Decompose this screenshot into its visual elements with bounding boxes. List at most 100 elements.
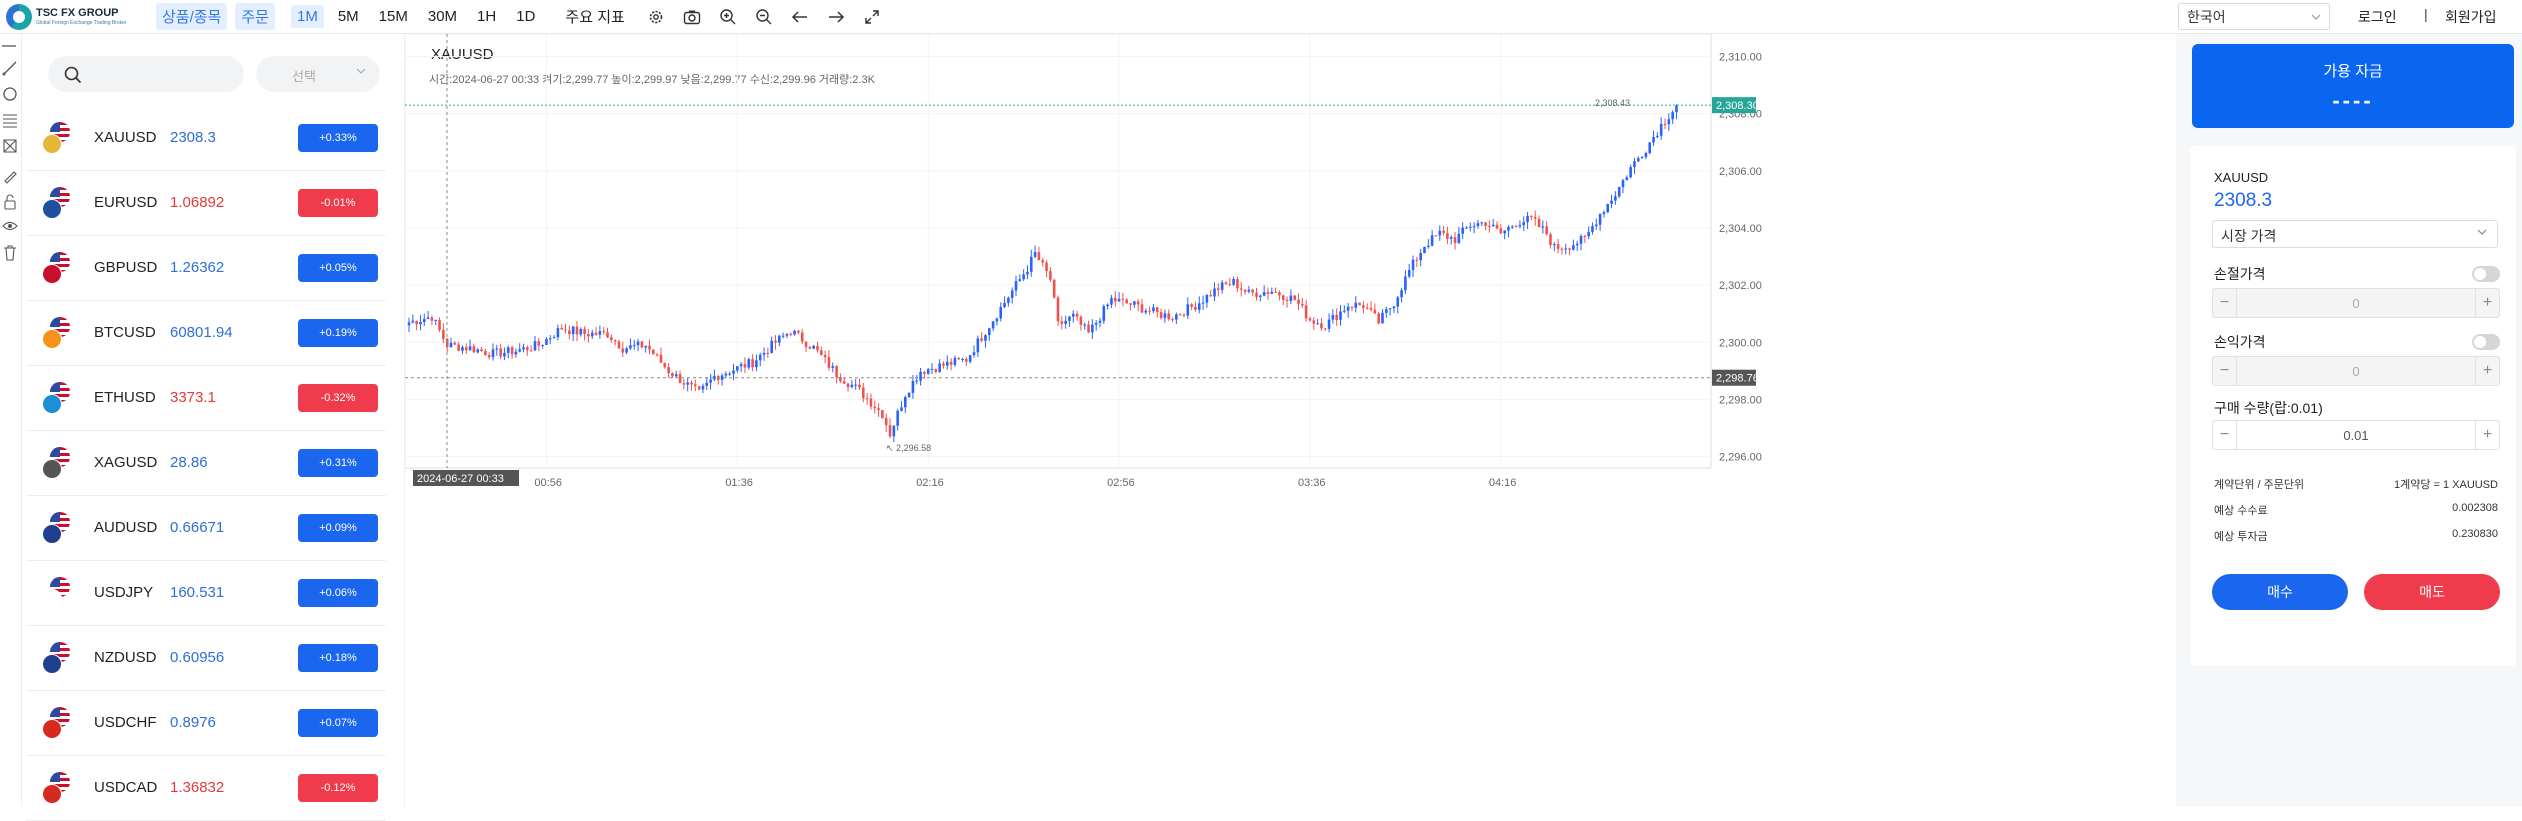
circle-tool-icon[interactable] (2, 86, 18, 102)
trend-line-tool-icon[interactable] (2, 60, 18, 76)
currency-flag-icon (42, 772, 72, 804)
candle-body (659, 354, 663, 363)
candle-body (1404, 276, 1407, 291)
candle-body (869, 398, 873, 407)
candle-body (1171, 319, 1174, 321)
stop-loss-toggle[interactable] (2472, 266, 2500, 282)
candle-body (1476, 223, 1480, 227)
change-badge: -0.32% (298, 384, 378, 412)
candle-body (1129, 303, 1132, 305)
time-tick-label: 03:36 (1298, 477, 1326, 489)
candle-body (1262, 291, 1266, 296)
settings-icon[interactable] (645, 6, 667, 28)
watchlist-row[interactable]: GBPUSD 1.26362 +0.05% (26, 236, 386, 301)
timeframe-1d[interactable]: 1D (516, 8, 536, 25)
watchlist-row[interactable]: AUDUSD 0.66671 +0.09% (26, 496, 386, 561)
price-chart[interactable]: XAUUSD 시간:2024-06-27 00:33 켜기:2,299.77 높… (404, 34, 2164, 806)
quantity-plus-button[interactable]: + (2475, 421, 2499, 449)
indicators-button[interactable]: 주요 지표 (565, 9, 625, 26)
watchlist-row[interactable]: USDCHF 0.8976 +0.07% (26, 691, 386, 756)
take-profit-toggle[interactable] (2472, 334, 2500, 350)
order-button[interactable]: 주문 (235, 3, 275, 30)
candle-body (781, 335, 785, 337)
low-annotation: ↖ 2,296.58 (886, 443, 931, 453)
fullscreen-icon[interactable] (861, 6, 883, 28)
candle-body (1621, 180, 1625, 188)
language-select[interactable]: 한국어 (2178, 3, 2330, 30)
candle-body (1667, 119, 1671, 125)
zoom-out-icon[interactable] (753, 6, 775, 28)
timeframe-1h[interactable]: 1H (477, 8, 497, 25)
candle-body (587, 334, 590, 337)
quantity-minus-button[interactable]: − (2213, 421, 2237, 449)
candle-body (667, 367, 670, 374)
brand-logo[interactable]: TSC FX GROUP Global Foreign Exchange Tra… (6, 3, 156, 30)
candle-body (1308, 318, 1312, 321)
arrow-left-icon[interactable] (789, 6, 811, 28)
candle-body (1560, 248, 1564, 250)
candle-body (613, 340, 617, 342)
sell-button[interactable]: 매도 (2364, 574, 2500, 610)
candle-body (1136, 301, 1140, 305)
products-button[interactable]: 상품/종목 (156, 3, 228, 30)
timeframe-15m[interactable]: 15M (378, 8, 408, 25)
signup-link[interactable]: 회원가입 (2445, 9, 2497, 25)
candlestick-chart[interactable]: 2,296.00 2,298.00 2,300.00 2,302.00 2,304.00… (405, 34, 2165, 806)
stop-loss-minus-button: − (2213, 289, 2237, 317)
watchlist-row[interactable]: XAUUSD 2308.3 +0.33% (26, 106, 386, 171)
watchlist-row[interactable]: NZDUSD 0.60956 +0.18% (26, 626, 386, 691)
timeframe-30m[interactable]: 30M (427, 8, 458, 25)
candle-body (1175, 314, 1178, 320)
watchlist-row[interactable]: EURUSD 1.06892 -0.01% (26, 171, 386, 236)
candle-body (945, 361, 949, 366)
zoom-in-icon[interactable] (717, 6, 739, 28)
fibonacci-tool-icon[interactable] (2, 112, 18, 128)
candle-body (839, 377, 842, 382)
quantity-value[interactable]: 0.01 (2343, 428, 2369, 443)
eye-tool-icon[interactable] (2, 218, 18, 234)
candle-body (1350, 306, 1354, 308)
watchlist-row[interactable]: USDJPY 160.531 +0.06% (26, 561, 386, 626)
price-tick-label: 2,300.00 (1719, 337, 1762, 349)
order-type-select[interactable]: 시장 가격 (2212, 220, 2498, 248)
buy-button[interactable]: 매수 (2212, 574, 2348, 610)
arrow-right-icon[interactable] (825, 6, 847, 28)
currency-flag-icon (42, 317, 72, 349)
candle-body (1381, 312, 1384, 324)
category-select[interactable]: 선택 (256, 56, 380, 92)
quantity-stepper[interactable]: − 0.01 + (2212, 420, 2500, 450)
watchlist-price: 28.86 (170, 454, 208, 471)
invest-label: 예상 투자금 (2214, 531, 2268, 543)
candle-body (1289, 295, 1293, 301)
watchlist-row[interactable]: ETHUSD 3373.1 -0.32% (26, 366, 386, 431)
change-badge: +0.09% (298, 514, 378, 542)
pattern-tool-icon[interactable] (2, 138, 18, 154)
watchlist-row[interactable]: USDCAD 1.36832 -0.12% (26, 756, 386, 821)
candle-body (800, 332, 804, 342)
pencil-tool-icon[interactable] (2, 168, 18, 184)
candle-body (686, 382, 689, 385)
price-tick-label: 2,296.00 (1719, 452, 1762, 464)
candle-body (820, 350, 823, 355)
candle-body (1071, 313, 1075, 317)
login-link[interactable]: 로그인 (2358, 9, 2397, 25)
search-input[interactable] (48, 56, 244, 92)
horizontal-line-tool-icon[interactable] (2, 40, 18, 52)
fee-label: 예상 수수료 (2214, 505, 2268, 517)
watchlist-row[interactable]: XAGUSD 28.86 +0.31% (26, 431, 386, 496)
camera-icon[interactable] (681, 6, 703, 28)
candle-body (1388, 308, 1392, 310)
crosshair-price-label: 2,298.76 (1716, 373, 1759, 385)
candle-body (1499, 228, 1503, 234)
order-symbol: XAUUSD (2214, 170, 2269, 185)
candle-body (1064, 320, 1067, 324)
lock-tool-icon[interactable] (2, 194, 18, 210)
trash-tool-icon[interactable] (2, 244, 18, 262)
candle-body (1026, 271, 1029, 275)
watchlist-row[interactable]: BTCUSD 60801.94 +0.19% (26, 301, 386, 366)
price-tick-label: 2,302.00 (1719, 280, 1762, 292)
timeframe-1m[interactable]: 1M (290, 5, 324, 28)
currency-flag-icon (42, 512, 72, 544)
timeframe-5m[interactable]: 5M (337, 8, 359, 25)
candle-body (1411, 259, 1415, 270)
